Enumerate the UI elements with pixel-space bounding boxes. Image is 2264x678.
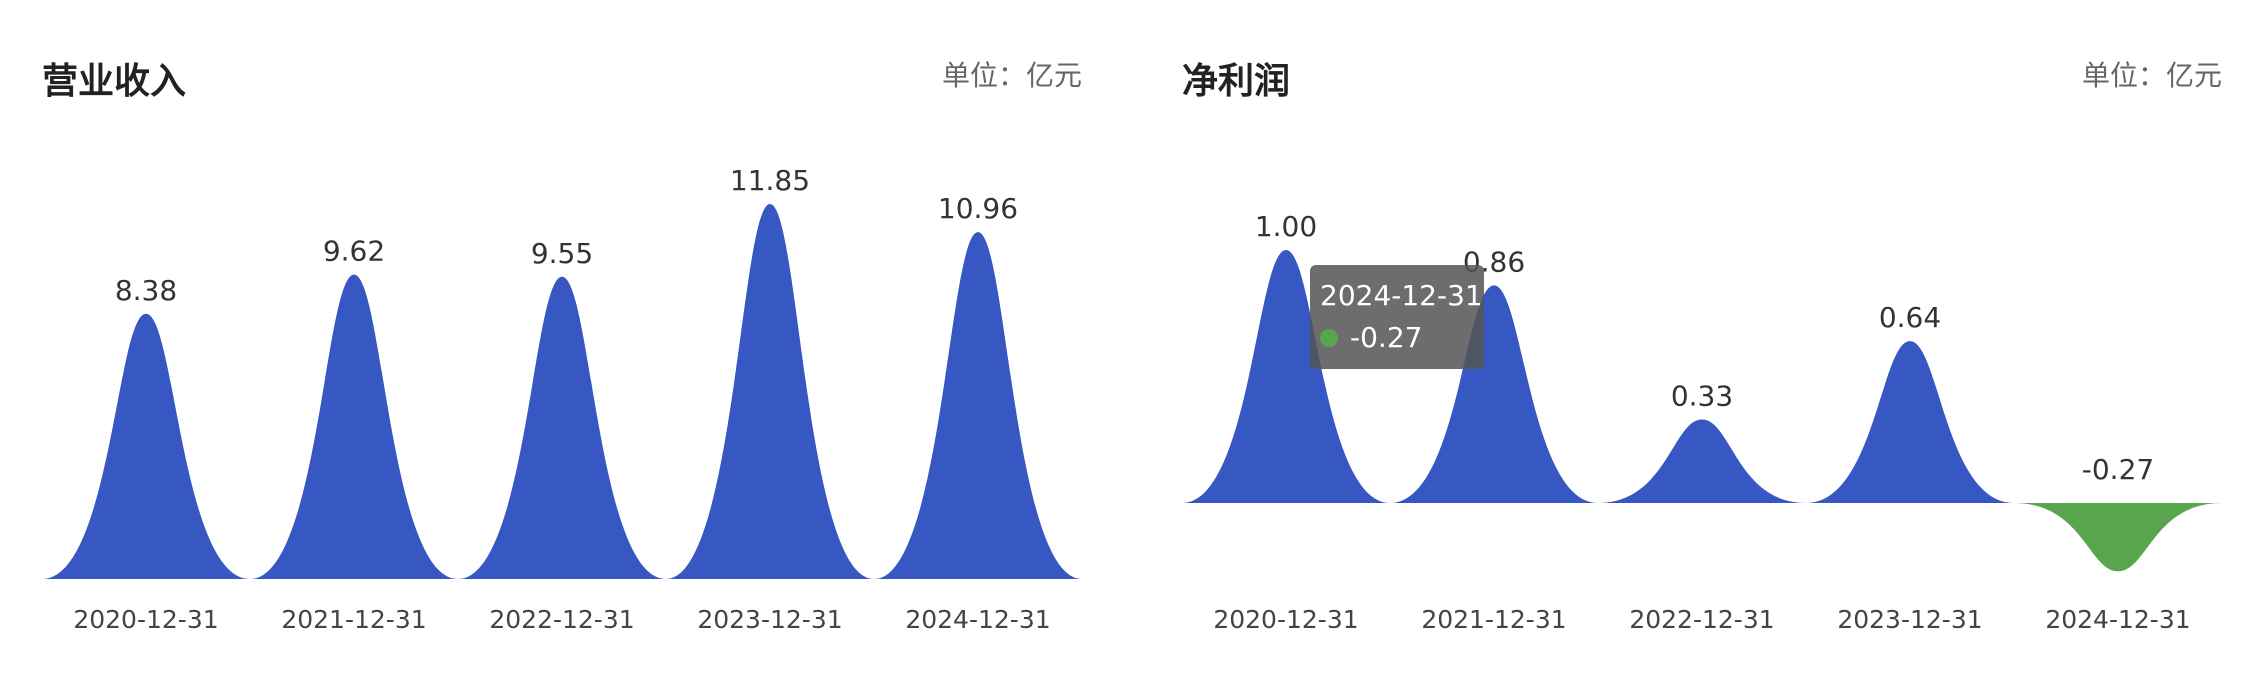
chart1-value-label-4: -0.27 — [2082, 453, 2154, 486]
revenue-chart-title: 营业收入 — [42, 61, 187, 102]
chart1-value-label-0: 1.00 — [1255, 210, 1317, 243]
chart1-x-tick-2: 2022-12-31 — [1629, 605, 1774, 634]
chart0-x-tick-0: 2020-12-31 — [73, 605, 218, 634]
chart0-peak-1[interactable] — [250, 274, 458, 579]
chart1-peak-2[interactable] — [1598, 419, 1806, 503]
chart0-value-label-0: 8.38 — [115, 274, 177, 307]
chart1-x-tick-4: 2024-12-31 — [2045, 605, 2190, 634]
chart0-value-label-1: 9.62 — [323, 235, 385, 268]
chart-tooltip: 2024-12-31 -0.27 — [1310, 265, 1484, 369]
chart1-value-label-3: 0.64 — [1879, 301, 1941, 334]
tooltip-value-row: -0.27 — [1320, 321, 1422, 354]
chart0-x-tick-1: 2021-12-31 — [281, 605, 426, 634]
chart1-peak-3[interactable] — [1806, 341, 2014, 503]
chart1-value-label-2: 0.33 — [1671, 380, 1733, 413]
revenue-unit-label: 单位：亿元 — [942, 59, 1083, 92]
chart1-x-tick-1: 2021-12-31 — [1421, 605, 1566, 634]
tooltip-series-dot — [1320, 328, 1338, 347]
chart1-peak-1[interactable] — [1390, 285, 1598, 503]
chart0-x-tick-4: 2024-12-31 — [905, 605, 1050, 634]
tooltip-date: 2024-12-31 — [1320, 279, 1483, 312]
chart1-peak-4[interactable] — [2014, 503, 2222, 572]
tooltip-value: -0.27 — [1350, 321, 1423, 354]
chart0-peak-4[interactable] — [874, 232, 1082, 579]
net-profit-chart-title: 净利润 — [1182, 61, 1291, 102]
chart1-x-tick-0: 2020-12-31 — [1213, 605, 1358, 634]
chart0-peak-0[interactable] — [42, 313, 250, 579]
net-profit-unit-label: 单位：亿元 — [2082, 59, 2223, 92]
chart0-value-label-3: 11.85 — [730, 164, 810, 197]
net-profit-chart-panel: 净利润 单位：亿元 — [1140, 0, 2264, 678]
chart0-x-tick-2: 2022-12-31 — [489, 605, 634, 634]
chart0-x-tick-3: 2023-12-31 — [697, 605, 842, 634]
chart1-peak-0[interactable] — [1182, 250, 1390, 503]
chart0-value-label-4: 10.96 — [938, 192, 1018, 225]
chart0-peak-3[interactable] — [666, 204, 874, 579]
revenue-chart-panel: 营业收入 单位：亿元 — [42, 59, 1083, 102]
chart1-x-tick-3: 2023-12-31 — [1837, 605, 1982, 634]
chart0-peak-2[interactable] — [458, 276, 666, 579]
chart0-value-label-2: 9.55 — [531, 237, 593, 270]
